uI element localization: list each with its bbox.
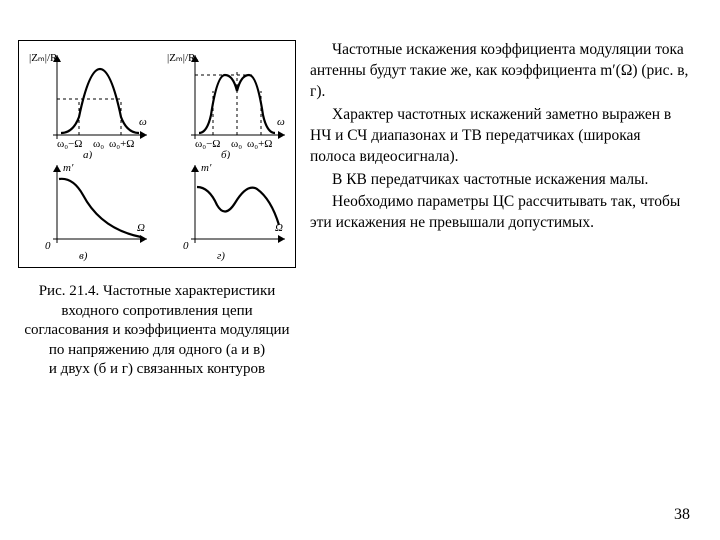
text-column: Частотные искажения коэффициента модуляц… (310, 40, 690, 380)
paragraph: Частотные искажения коэффициента модуляц… (310, 40, 690, 103)
panel-a-xtick1: ω₀ (93, 138, 104, 150)
panel-g-ylabel: m′ (201, 162, 212, 174)
panel-b-xtick1: ω₀ (231, 138, 242, 150)
figure-top-row: |Zₘ|/Rₐ ω ω₀−Ω ω₀ ω₀+Ω а) (23, 47, 291, 159)
figure-column: |Zₘ|/Rₐ ω ω₀−Ω ω₀ ω₀+Ω а) (18, 40, 296, 380)
panel-g-origin: 0 (183, 240, 189, 252)
panel-v-sub: в) (79, 250, 88, 262)
paragraph: Характер частотных искажений заметно выр… (310, 105, 690, 168)
figure-caption: Рис. 21.4. Частотные характеристики вход… (18, 282, 296, 380)
panel-b: |Zₘ|/Rₐ ω ω₀−Ω ω₀ ω₀+Ω б) (161, 47, 291, 159)
panel-v-xlabel: Ω (137, 222, 145, 234)
paragraph: В КВ передатчиках частотные искажения ма… (310, 170, 690, 191)
panel-g-sub: г) (217, 250, 225, 262)
caption-line: согласования и коэффициента модуляции (24, 322, 289, 338)
figure-bottom-row: m′ 0 Ω в) m′ (23, 159, 291, 263)
panel-a-xtick0: ω₀−Ω (57, 138, 82, 150)
caption-line: входного сопротивления цепи (61, 303, 252, 319)
panel-a-xlabel: ω (139, 116, 147, 128)
paragraph: Необходимо параметры ЦС рассчитывать так… (310, 192, 690, 234)
panel-b-xlabel: ω (277, 116, 285, 128)
panel-v-ylabel: m′ (63, 162, 74, 174)
panel-v: m′ 0 Ω в) (23, 159, 153, 263)
panel-g: m′ 0 Ω г) (161, 159, 291, 263)
caption-line: и двух (б и г) связанных контуров (49, 361, 265, 377)
panel-b-xtick0: ω₀−Ω (195, 138, 220, 150)
panel-a-sub: а) (83, 149, 93, 159)
figure-box: |Zₘ|/Rₐ ω ω₀−Ω ω₀ ω₀+Ω а) (18, 40, 296, 268)
panel-v-origin: 0 (45, 240, 51, 252)
caption-line: Рис. 21.4. Частотные характеристики (39, 283, 276, 299)
panel-a: |Zₘ|/Rₐ ω ω₀−Ω ω₀ ω₀+Ω а) (23, 47, 153, 159)
panel-b-sub: б) (221, 149, 231, 159)
panel-a-xtick2: ω₀+Ω (109, 138, 134, 150)
panel-b-xtick2: ω₀+Ω (247, 138, 272, 150)
page-number: 38 (674, 506, 690, 524)
panel-g-xlabel: Ω (275, 222, 283, 234)
caption-line: по напряжению для одного (а и в) (49, 342, 265, 358)
